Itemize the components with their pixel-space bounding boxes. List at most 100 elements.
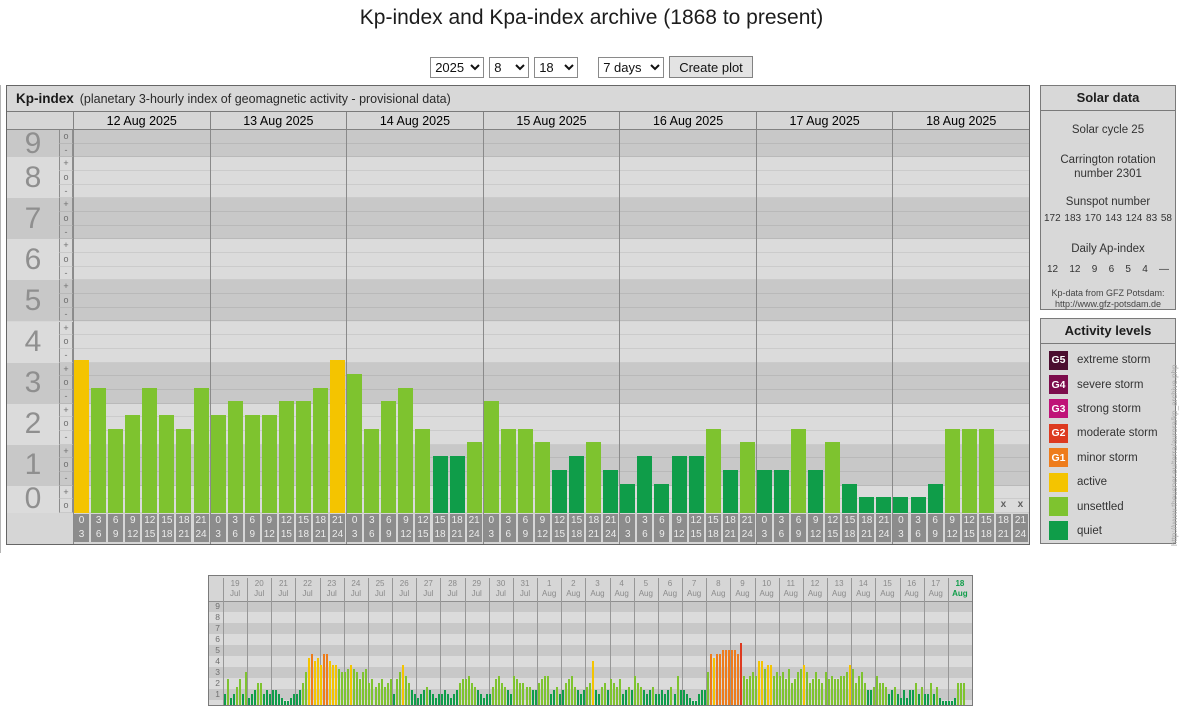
plot-band-row <box>73 130 1029 144</box>
legend-color-chip: G2 <box>1049 423 1068 443</box>
mini-bar <box>631 690 634 705</box>
kp-sub-row-label: o <box>59 417 73 431</box>
mini-day-separator <box>319 578 321 705</box>
mini-bar <box>292 694 295 705</box>
mini-bar <box>637 683 640 705</box>
mini-bar <box>866 690 869 705</box>
mini-bar <box>715 653 718 705</box>
plot-band-row <box>73 471 1029 486</box>
legend-label: strong storm <box>1077 402 1141 415</box>
mini-bar <box>329 661 332 705</box>
mini-bar <box>543 675 546 705</box>
mini-bar <box>437 694 440 705</box>
legend-item: G3 strong storm <box>1041 397 1175 421</box>
mini-bar <box>262 694 265 705</box>
mini-bar <box>733 650 736 705</box>
mini-bar <box>939 697 942 705</box>
mini-bar <box>308 657 311 705</box>
date-header-cell: 16 Aug 2025 <box>619 112 756 130</box>
plot-band-row <box>73 389 1029 404</box>
mini-bar <box>492 686 495 705</box>
sunspot-value: 170 <box>1084 213 1102 224</box>
kp-sub-row-label: o <box>59 294 73 308</box>
hour-label-box: 3 6 <box>637 514 653 542</box>
kp-sub-row-label: o <box>59 376 73 390</box>
ap-value: 6 <box>1108 264 1115 275</box>
ap-values-row: 12 12 9 6 5 4 — <box>1041 264 1175 275</box>
date-header-cell: 18 Aug 2025 <box>892 112 1029 130</box>
hour-label-box: 6 9 <box>927 514 943 542</box>
mini-date-cell: 25 Jul <box>374 579 386 598</box>
kp-sub-row-label: + <box>59 321 73 336</box>
create-plot-button[interactable]: Create plot <box>669 56 753 78</box>
mini-bar <box>942 701 945 705</box>
mini-date-cell: 18 Aug <box>952 579 968 598</box>
mini-day-separator <box>512 578 514 705</box>
mini-bar <box>428 690 431 705</box>
mini-bar <box>546 675 549 705</box>
hour-label-box: 6 9 <box>244 514 260 542</box>
kp-bar <box>586 442 602 513</box>
ap-value: 12 <box>1069 264 1081 275</box>
year-select[interactable]: 2025 <box>430 56 485 78</box>
mini-bar <box>782 672 785 705</box>
mini-date-cell: 22 Jul <box>302 579 313 598</box>
day-select[interactable]: 18 <box>534 56 579 78</box>
mini-day-separator <box>633 578 635 705</box>
kp-bar <box>791 428 807 513</box>
mini-bar <box>794 679 797 705</box>
mini-bar <box>752 672 755 705</box>
day-separator-line <box>619 130 621 544</box>
legend-label: unsettled <box>1077 500 1124 513</box>
month-select[interactable]: 8 <box>489 56 530 78</box>
page-title: Kp-index and Kpa-index archive (1868 to … <box>359 6 824 29</box>
kp-sub-row-label: - <box>59 143 73 158</box>
mini-bar <box>851 668 854 705</box>
mini-bar <box>440 694 443 705</box>
mini-bar <box>468 675 471 705</box>
hour-label-box: 9 12 <box>944 514 960 542</box>
kp-bar <box>74 360 90 513</box>
mini-bar <box>594 690 597 705</box>
kp-bar <box>620 483 636 513</box>
mini-bar <box>350 664 353 705</box>
mini-bar <box>607 690 610 705</box>
mini-bar <box>906 697 909 705</box>
mini-bar <box>561 690 564 705</box>
mini-bar <box>878 683 881 705</box>
kp-bar <box>142 387 158 513</box>
kp-bar <box>739 442 755 513</box>
mini-bar <box>513 675 516 705</box>
sunspot-value: 143 <box>1105 213 1122 224</box>
mini-date-cell: 19 Jul <box>229 579 241 598</box>
kp-bar <box>978 428 994 513</box>
legend-item: unsettled <box>1041 494 1175 518</box>
mini-bar <box>244 672 247 705</box>
mini-bar <box>235 686 238 705</box>
mini-day-separator <box>947 578 949 705</box>
mini-bar <box>622 694 625 705</box>
kp-bar <box>227 401 243 513</box>
mini-bar <box>945 701 948 705</box>
hour-label-box: 18 21 <box>313 514 329 542</box>
mini-bar <box>456 690 459 705</box>
mini-bar <box>887 694 890 705</box>
mini-band <box>209 611 972 623</box>
mini-bar <box>280 697 283 705</box>
activity-levels-panel: Activity levels G5 extreme storm G4 severe … <box>1040 318 1176 544</box>
kp-axis-number: 0 <box>7 482 59 515</box>
date-header-cell: 13 Aug 2025 <box>209 112 347 130</box>
kp-bar <box>330 360 346 513</box>
kp-sub-row-label: o <box>59 130 73 144</box>
mini-bar <box>954 697 957 705</box>
mini-date-cell: 2 Aug <box>566 579 581 598</box>
mini-bar <box>462 679 465 705</box>
hour-label-box: 21 24 <box>739 514 755 542</box>
mini-bar <box>238 679 241 705</box>
sunspot-value: 172 <box>1044 213 1061 224</box>
kp-bar <box>176 428 192 513</box>
plot-band-row <box>73 307 1029 322</box>
kp-sub-row-label: - <box>59 307 73 322</box>
mini-axis-number: 1 <box>215 688 220 699</box>
range-select[interactable]: 7 days <box>598 56 665 78</box>
